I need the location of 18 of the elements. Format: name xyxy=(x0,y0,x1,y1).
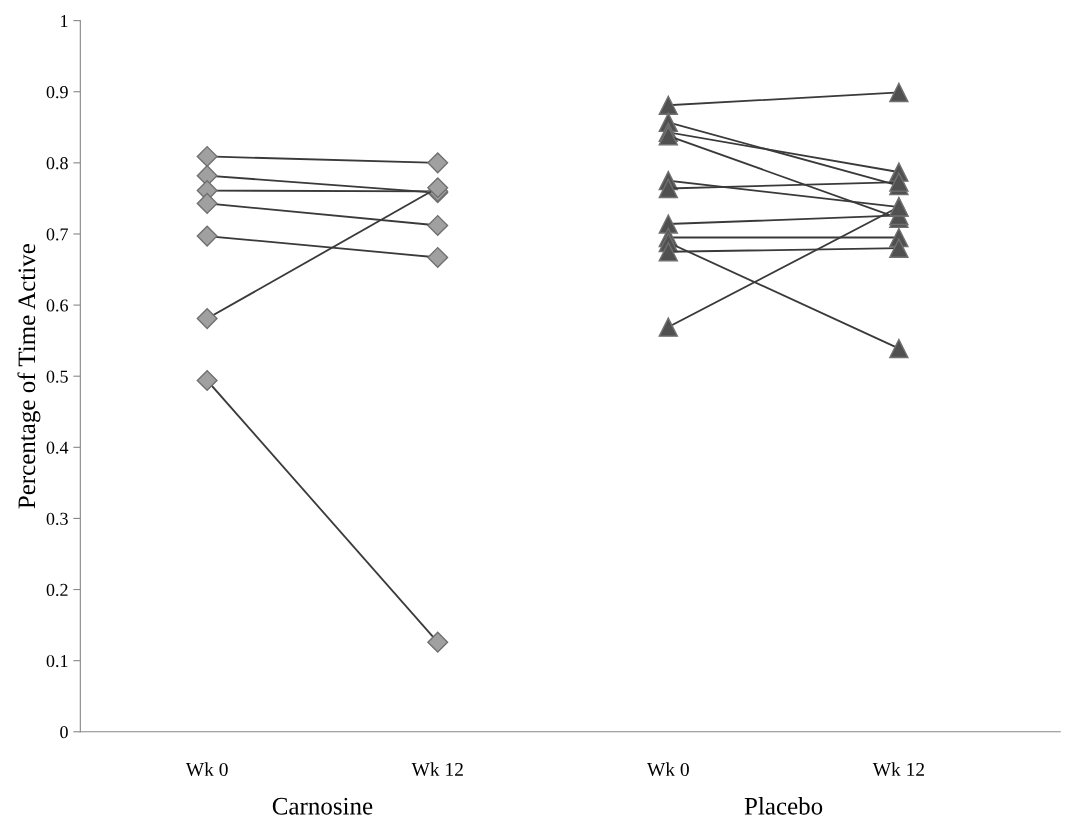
y-axis-title: Percentage of Time Active xyxy=(17,244,41,509)
y-tick-label: 0.8 xyxy=(46,157,68,170)
x-tick-label: Wk 0 xyxy=(646,762,689,777)
text: Placebo xyxy=(744,797,823,815)
y-tick-label: 0.9 xyxy=(46,86,68,99)
y-tick-label: 0.4 xyxy=(46,441,69,454)
x-tick-label: Wk 12 xyxy=(411,762,463,777)
y-tick-label: 0.2 xyxy=(46,583,68,597)
y-tick-label: 0.5 xyxy=(46,370,68,383)
y-tick-label: 1 xyxy=(61,14,68,27)
x-tick-label: Wk 0 xyxy=(185,762,228,777)
y-tick-label: 0.6 xyxy=(46,299,68,312)
y-tick-label: 0.7 xyxy=(46,228,68,241)
y-tick-label: 0.1 xyxy=(46,654,68,668)
text: Carnosine xyxy=(272,797,373,815)
x-tick-label: Wk 12 xyxy=(872,762,924,777)
y-tick-label: 0 xyxy=(60,726,68,739)
y-tick-label: 0.3 xyxy=(46,512,68,525)
